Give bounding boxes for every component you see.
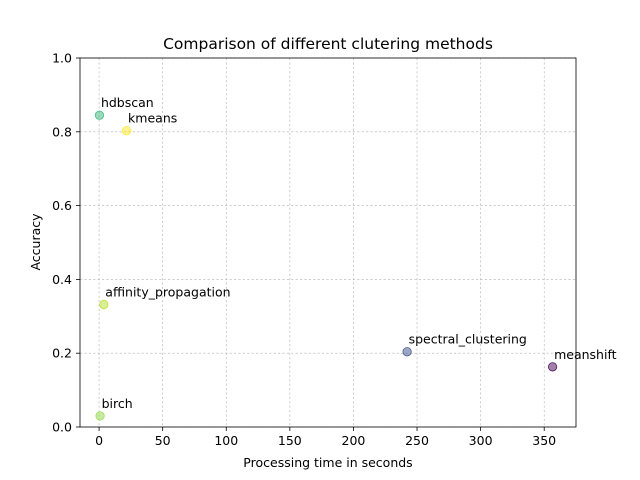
x-tick-label: 0 <box>95 433 103 448</box>
x-tick-label: 50 <box>155 433 171 448</box>
point-label-meanshift: meanshift <box>554 347 617 362</box>
y-tick-label: 0.2 <box>52 346 72 361</box>
x-axis-label: Processing time in seconds <box>243 455 412 470</box>
x-axis-ticks: 0 50 100 150 200 250 300 350 <box>95 427 556 448</box>
data-point-kmeans <box>121 126 132 136</box>
point-label-hdbscan: hdbscan <box>101 95 154 110</box>
x-tick-label: 100 <box>214 433 238 448</box>
y-tick-label: 0.0 <box>52 420 72 435</box>
x-tick-label: 300 <box>469 433 493 448</box>
y-tick-label: 0.6 <box>52 198 72 213</box>
y-tick-label: 0.4 <box>52 272 72 287</box>
plot-frame <box>79 57 577 428</box>
x-tick-label: 250 <box>405 433 429 448</box>
point-label-kmeans: kmeans <box>128 111 177 126</box>
chart-title: Comparison of different clutering method… <box>163 35 493 53</box>
point-label-affinity-propagation: affinity_propagation <box>105 284 230 299</box>
data-point-affinity-propagation <box>99 299 109 310</box>
x-tick-label: 350 <box>532 433 556 448</box>
data-point-birch <box>95 411 105 421</box>
point-label-spectral-clustering: spectral_clustering <box>409 332 527 347</box>
x-tick-label: 200 <box>342 433 366 448</box>
y-axis-label: Accuracy <box>28 213 43 271</box>
y-tick-label: 1.0 <box>52 51 72 66</box>
y-axis-ticks: 0.0 0.2 0.4 0.6 0.8 1.0 <box>52 51 80 435</box>
point-label-birch: birch <box>102 396 133 411</box>
data-point-hdbscan <box>94 110 105 120</box>
data-point-meanshift <box>547 362 558 372</box>
x-tick-label: 150 <box>278 433 302 448</box>
y-tick-label: 0.8 <box>52 124 72 139</box>
data-point-spectral-clustering <box>402 347 412 357</box>
